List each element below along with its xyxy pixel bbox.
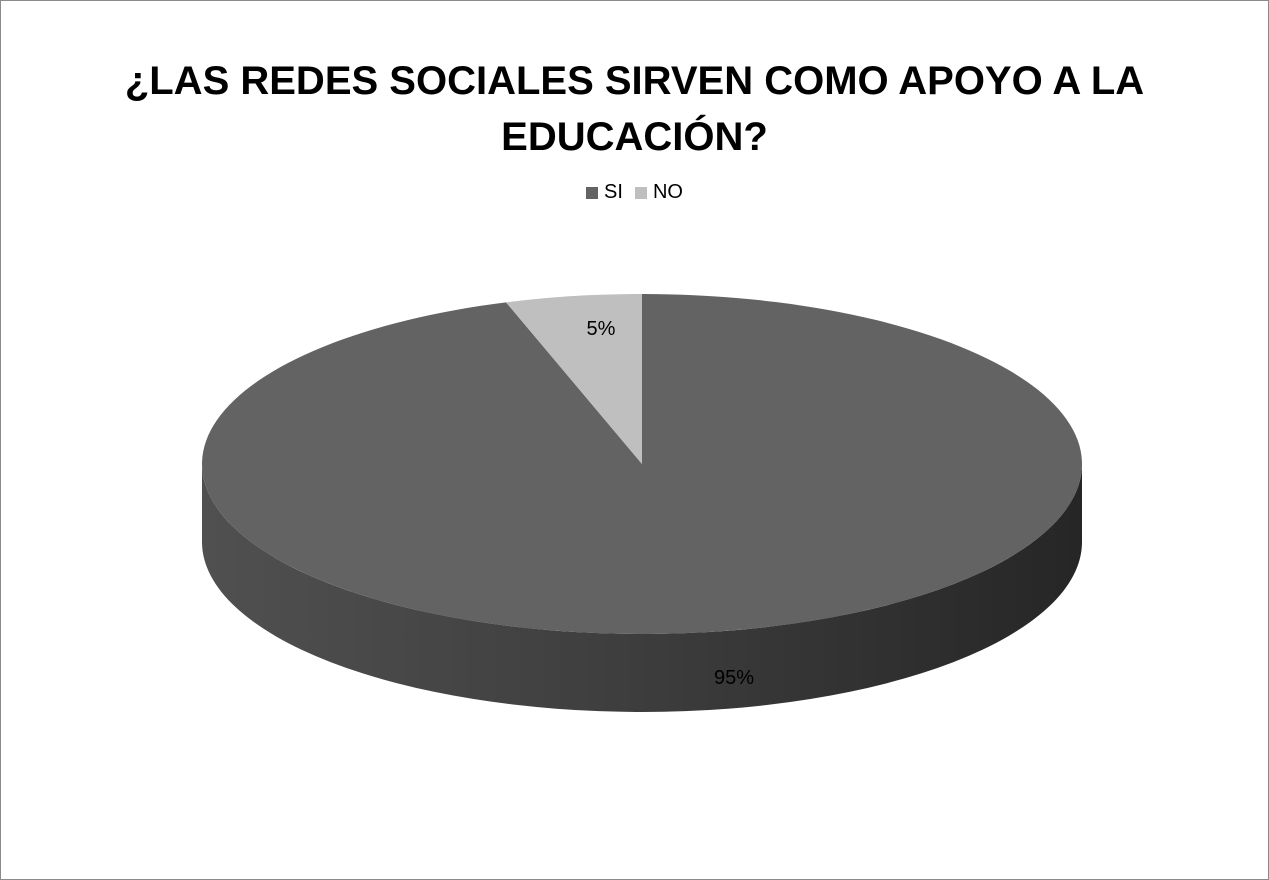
chart-title: ¿LAS REDES SOCIALES SIRVEN COMO APOYO A … [124,59,1145,159]
legend-swatch-si [586,186,599,199]
pie-side [202,464,1082,712]
legend-item-no: NO [634,181,683,204]
legend-label-no: NO [652,181,683,203]
pie-slice-no [506,294,642,464]
legend-item-si: SI [586,181,623,204]
pie-slice-si [202,294,1083,635]
legend: SI NO [1,181,1268,204]
legend-swatch-no [634,186,647,199]
legend-label-si: SI [604,181,623,203]
data-label-si: 95% [714,667,754,689]
pie-layer [202,294,1083,712]
data-label-no: 5% [587,318,616,340]
